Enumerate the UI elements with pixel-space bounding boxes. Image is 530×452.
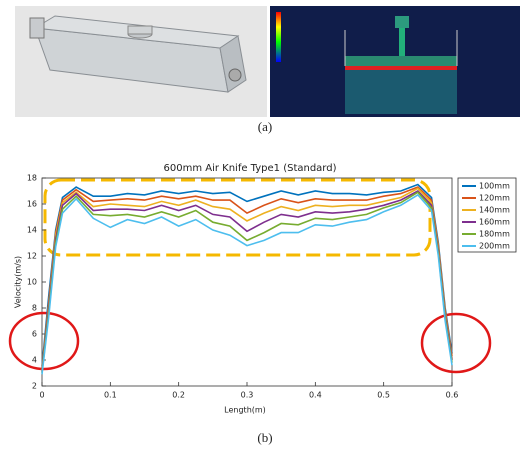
legend-label: 160mm [479, 218, 510, 227]
x-tick-label: 0.4 [309, 391, 322, 400]
data-line [42, 191, 452, 372]
x-axis-label: Length(m) [224, 406, 266, 415]
caption: (b) [257, 430, 272, 445]
y-tick-label: 12 [27, 252, 37, 261]
caption: (a) [258, 119, 272, 134]
y-tick-label: 14 [27, 226, 37, 235]
figure: (a) (b) 600mm Air Knife Type1 (Standard)… [0, 0, 530, 452]
x-tick-label: 0.5 [377, 391, 390, 400]
legend-label: 120mm [479, 194, 510, 203]
data-line [42, 195, 452, 374]
legend-label: 100mm [479, 182, 510, 191]
data-line [42, 185, 452, 367]
legend-label: 200mm [479, 242, 510, 251]
y-tick-label: 2 [32, 382, 37, 391]
y-tick-label: 18 [27, 174, 37, 183]
chart-title: 600mm Air Knife Type1 (Standard) [164, 163, 337, 174]
y-tick-label: 10 [27, 278, 37, 287]
y-tick-label: 16 [27, 200, 37, 209]
y-axis-label: Velocity(m/s) [14, 256, 23, 308]
y-tick-label: 6 [32, 330, 37, 339]
x-tick-label: 0.6 [446, 391, 459, 400]
data-line [42, 192, 452, 373]
x-tick-label: 0.3 [241, 391, 254, 400]
y-tick-label: 4 [32, 356, 37, 365]
highlight-circle [422, 314, 490, 372]
y-tick-label: 8 [32, 304, 37, 313]
legend-label: 180mm [479, 230, 510, 239]
x-tick-label: 0 [39, 391, 44, 400]
render-image [15, 6, 267, 117]
legend-label: 140mm [479, 206, 510, 215]
x-tick-label: 0.1 [104, 391, 117, 400]
cfd-image [270, 6, 520, 117]
x-tick-label: 0.2 [172, 391, 185, 400]
